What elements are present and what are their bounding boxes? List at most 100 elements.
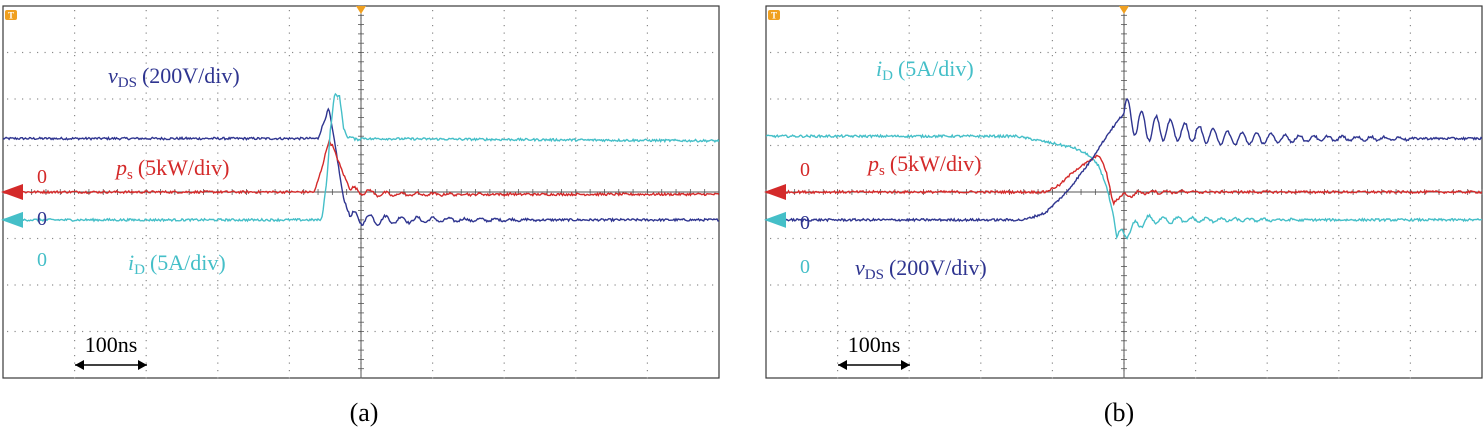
grid-dot xyxy=(908,92,910,94)
grid-dot xyxy=(575,317,577,319)
grid-dot xyxy=(432,62,434,64)
grid-dot xyxy=(837,205,839,207)
grid-dot xyxy=(1407,237,1409,240)
grid-dot xyxy=(1409,55,1411,57)
grid-dot xyxy=(1175,237,1177,240)
grid-dot xyxy=(1195,40,1197,42)
grid-dot xyxy=(419,51,421,54)
grid-dot xyxy=(987,144,989,147)
grid-dot xyxy=(164,144,166,147)
grid-dot xyxy=(524,330,526,333)
grid-dot xyxy=(7,51,9,54)
grid-dot xyxy=(920,98,922,100)
grid-dot xyxy=(792,51,794,54)
grid-dot xyxy=(1205,284,1207,286)
grid-dot xyxy=(145,332,147,334)
grid-dot xyxy=(524,237,526,240)
grid-dot xyxy=(202,330,204,333)
grid-dot xyxy=(1182,284,1184,286)
grid-dot xyxy=(503,370,505,372)
grid-dot xyxy=(502,51,504,54)
grid-dot xyxy=(217,302,219,304)
grid-dot xyxy=(575,242,577,244)
grid-dot xyxy=(875,237,877,240)
grid-dot xyxy=(432,115,434,117)
grid-dot xyxy=(1287,144,1289,147)
grid-dot xyxy=(1092,51,1094,54)
grid-dot xyxy=(1467,237,1469,240)
grid-dot xyxy=(1385,237,1387,240)
grid-dot xyxy=(905,330,907,333)
grid-dot xyxy=(145,287,147,289)
grid-dot xyxy=(950,330,952,333)
grid-dot xyxy=(646,355,648,357)
grid-dot xyxy=(352,237,354,240)
grid-dot xyxy=(145,325,147,327)
grid-dot xyxy=(74,355,76,357)
grid-dot xyxy=(667,330,669,333)
grid-dot xyxy=(646,242,648,244)
grid-dot xyxy=(1205,51,1207,54)
channel-label-iD: iD (5A/div) xyxy=(128,250,226,278)
grid-dot xyxy=(209,98,211,100)
grid-dot xyxy=(494,330,496,333)
grid-dot xyxy=(987,237,989,240)
grid-dot xyxy=(950,144,952,147)
grid-dot xyxy=(1325,330,1327,333)
grid-dot xyxy=(217,55,219,57)
grid-dot xyxy=(575,32,577,34)
grid-dot xyxy=(1257,237,1259,240)
grid-dot xyxy=(517,330,519,333)
grid-dot xyxy=(980,47,982,49)
grid-dot xyxy=(1047,330,1049,333)
grid-dot xyxy=(464,98,466,100)
grid-dot xyxy=(269,98,271,100)
grid-dot xyxy=(815,330,817,333)
grid-dot xyxy=(1460,144,1462,147)
grid-dot xyxy=(134,51,136,54)
grid-dot xyxy=(145,55,147,57)
grid-dot xyxy=(837,144,839,147)
grid-dot xyxy=(1235,98,1237,100)
grid-dot xyxy=(927,284,929,286)
grid-dot xyxy=(1362,237,1364,240)
grid-dot xyxy=(82,330,84,333)
grid-dot xyxy=(629,144,631,147)
grid-dot xyxy=(1377,144,1379,147)
grid-dot xyxy=(29,330,31,333)
grid-dot xyxy=(1250,237,1252,240)
grid-dot xyxy=(352,330,354,333)
grid-dot xyxy=(404,51,406,54)
grid-dot xyxy=(22,330,24,333)
grid-dot xyxy=(815,284,817,286)
grid-dot xyxy=(1195,145,1197,147)
grid-dot xyxy=(807,98,809,100)
grid-dot xyxy=(592,144,594,147)
grid-dot xyxy=(427,330,429,333)
grid-dot xyxy=(1317,330,1319,333)
grid-dot xyxy=(712,98,714,100)
grid-dot xyxy=(1266,130,1268,132)
grid-dot xyxy=(659,237,661,240)
grid-dot xyxy=(74,167,76,169)
grid-dot xyxy=(599,284,601,286)
grid-dot xyxy=(607,98,609,100)
grid-dot xyxy=(908,227,910,229)
grid-dot xyxy=(1257,330,1259,333)
grid-dot xyxy=(432,205,434,207)
grid-dot xyxy=(288,70,290,72)
grid-dot xyxy=(646,265,648,267)
grid-dot xyxy=(1220,330,1222,333)
grid-dot xyxy=(307,51,309,54)
grid-dot xyxy=(503,160,505,162)
grid-dot xyxy=(217,370,219,372)
grid-dot xyxy=(1409,115,1411,117)
grid-dot xyxy=(607,144,609,147)
grid-dot xyxy=(1437,284,1439,286)
grid-dot xyxy=(37,98,39,100)
grid-dot xyxy=(299,51,301,54)
grid-dot xyxy=(1070,144,1072,147)
grid-dot xyxy=(950,237,952,240)
grid-dot xyxy=(646,17,648,19)
grid-dot xyxy=(1115,237,1117,240)
